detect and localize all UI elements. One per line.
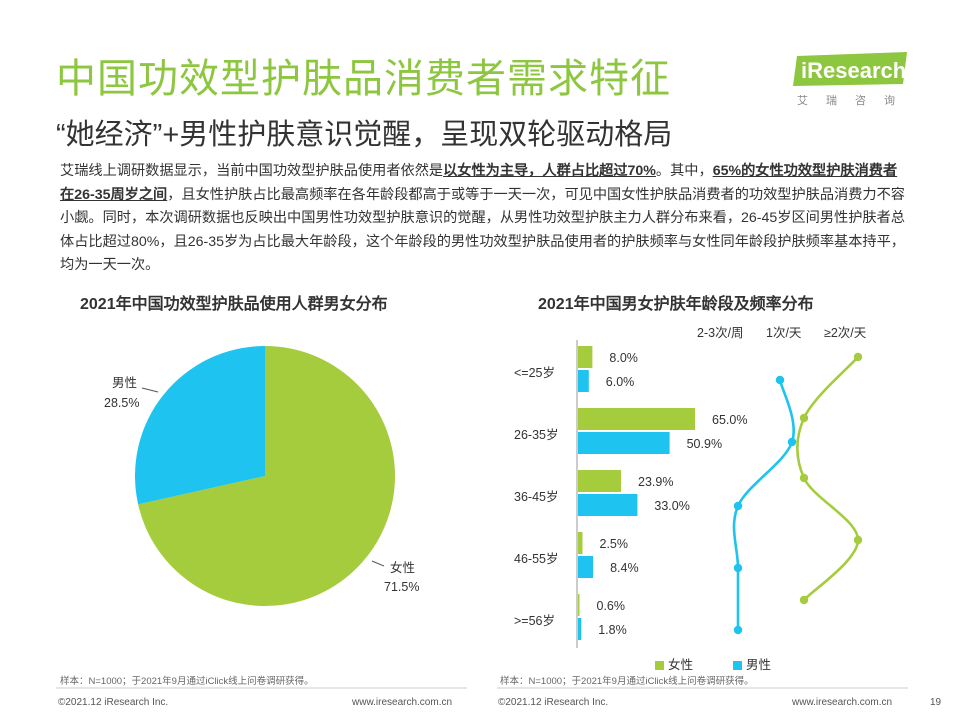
female-slice-label: 女性 [390, 561, 416, 575]
category-label-4: 46-55岁 [514, 552, 559, 566]
bar-source-note: 样本：N=1000；于2021年9月通过iClick线上问卷调研获得。 [500, 676, 754, 687]
bar-female-1 [578, 346, 593, 368]
legend-male-swatch [733, 661, 742, 671]
bar-label-female-5: 0.6% [597, 599, 626, 613]
bar-female-3 [578, 470, 622, 492]
bar-label-male-4: 8.4% [610, 561, 639, 575]
frequency-point-male-1 [775, 375, 785, 385]
intro-text-2: 。其中， [655, 163, 713, 179]
bar-label-male-1: 6.0% [606, 375, 635, 389]
bar-label-female-4: 2.5% [600, 537, 629, 551]
intro-bold-2: 65%的女性功效型护肤消费者在26-35周岁之间 [60, 163, 898, 203]
page-number: 19 [930, 697, 942, 708]
frequency-point-female-2 [799, 413, 809, 423]
legend-female: 女性 [655, 654, 693, 673]
category-label-5: >=56岁 [514, 614, 556, 628]
female-slice-value: 71.5% [384, 580, 420, 594]
bar-male-3 [578, 494, 638, 516]
logo-cn-text: 艾瑞咨询 [797, 95, 913, 107]
intro-text-1: 艾瑞线上调研数据显示，当前中国功效型护肤品使用者依然是 [60, 163, 444, 179]
bar-male-1 [578, 370, 589, 392]
bar-label-female-3: 23.9% [638, 475, 673, 489]
footer-url-right: www.iresearch.com.cn [792, 697, 893, 708]
bar-label-male-3: 33.0% [654, 499, 689, 513]
pie-chart-title: 2021年中国功效型护肤品使用人群男女分布 [80, 296, 388, 313]
legend-female-swatch [655, 661, 664, 671]
iresearch-logo: iResearch 艾瑞咨询 [793, 52, 913, 108]
page-title: 中国功效型护肤品消费者需求特征 [56, 57, 671, 101]
bar-label-female-1: 8.0% [609, 351, 638, 365]
bar-label-female-2: 65.0% [712, 413, 747, 427]
frequency-point-male-3 [733, 501, 743, 511]
intro-bold-1: 以女性为主导，人群占比超过70% [443, 163, 656, 179]
bar-female-4 [578, 532, 583, 554]
frequency-point-male-5 [733, 625, 743, 635]
frequency-lines [732, 352, 863, 635]
bar-male-4 [578, 556, 594, 578]
bar-male-2 [578, 432, 670, 454]
male-leader-line [141, 387, 159, 393]
bar-male-5 [578, 618, 582, 640]
freq-label-twice-daily: ≥2次/天 [824, 326, 867, 340]
pie-source-note: 样本：N=1000；于2021年9月通过iClick线上问卷调研获得。 [60, 676, 314, 687]
footer-copyright-right: ©2021.12 iResearch Inc. [498, 697, 609, 708]
bar-female-5 [578, 594, 580, 616]
bar-female-2 [578, 408, 695, 430]
frequency-point-female-4 [853, 535, 863, 545]
bar-group: 8.0% 6.0% 65.0% 50.9% 23.9% 33.0% 2.5% 8.4% 0.6%… [578, 346, 747, 640]
intro-text-3: ，且女性护肤占比最高频率在各年龄段都高于或等于一天一次，可见中国女性护肤品消费者… [60, 186, 905, 274]
bar-label-male-5: 1.8% [598, 623, 627, 637]
male-slice-label: 男性 [112, 376, 138, 390]
logo-text: iResearch [801, 58, 906, 83]
frequency-point-female-1 [853, 352, 863, 362]
frequency-point-male-4 [733, 563, 743, 573]
logo-badge-icon: iResearch [793, 52, 907, 86]
footer-url-left: www.iresearch.com.cn [352, 697, 453, 708]
legend-male-text: 男性 [746, 658, 772, 672]
intro-paragraph: 艾瑞线上调研数据显示，当前中国功效型护肤品使用者依然是以女性为主导，人群占比超过… [60, 160, 910, 278]
female-leader-line [371, 560, 385, 567]
bar-chart: 8.0% 6.0% 65.0% 50.9% 23.9% 33.0% 2.5% 8.4% 0.6%… [576, 340, 863, 648]
pie-slice-male [134, 346, 265, 505]
footer-copyright-left: ©2021.12 iResearch Inc. [58, 697, 169, 708]
bar-chart-title: 2021年中国男女护肤年龄段及频率分布 [538, 296, 814, 313]
frequency-point-female-3 [799, 473, 809, 483]
frequency-point-male-2 [787, 437, 797, 447]
pie-slice-female [138, 346, 396, 606]
pie-chart [134, 346, 396, 606]
category-label-1: <=25岁 [514, 366, 556, 380]
freq-label-weekly: 2-3次/周 [697, 326, 744, 340]
legend-male: 男性 [733, 654, 771, 673]
category-label-3: 36-45岁 [514, 490, 559, 504]
male-slice-value: 28.5% [104, 396, 140, 410]
page-subtitle: “她经济”+男性护肤意识觉醒，呈现双轮驱动格局 [56, 119, 673, 151]
freq-label-daily: 1次/天 [766, 326, 802, 340]
bar-label-male-2: 50.9% [687, 437, 722, 451]
frequency-point-female-5 [799, 595, 809, 605]
legend-female-text: 女性 [668, 658, 694, 672]
category-label-2: 26-35岁 [514, 428, 559, 442]
